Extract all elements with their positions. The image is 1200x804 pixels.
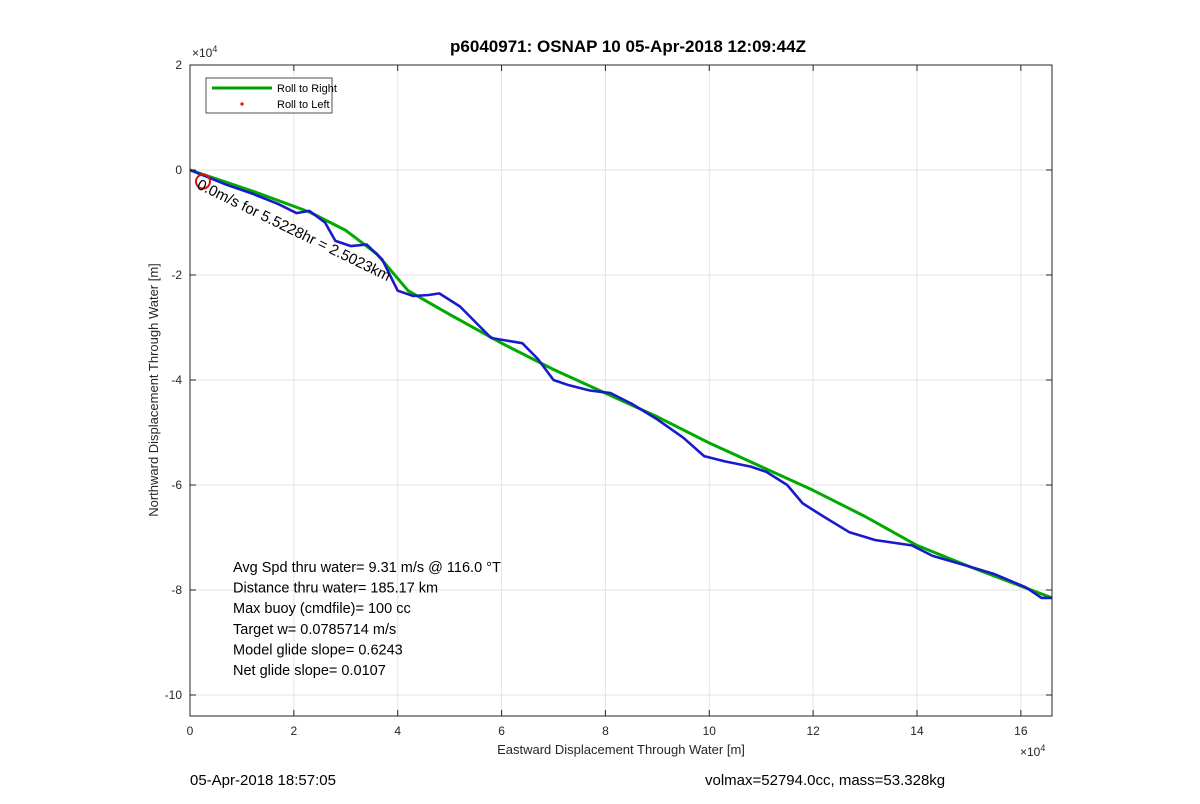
x-tick-label: 0 <box>187 724 194 738</box>
stats-line: Max buoy (cmdfile)= 100 cc <box>233 601 411 617</box>
x-tick-label: 14 <box>910 724 924 738</box>
y-exponent-label: ×104 <box>192 44 217 60</box>
y-tick-label: -6 <box>171 478 182 492</box>
axis-ticks: 0 2 4 6 8 10 12 14 16 2 0 -2 -4 -6 -8 -10 <box>165 58 1052 738</box>
start-marker-layer <box>194 173 211 190</box>
chart-title: p6040971: OSNAP 10 05-Apr-2018 12:09:44Z <box>450 37 806 56</box>
start-circle-marker <box>194 173 211 190</box>
y-tick-label: 2 <box>175 58 182 72</box>
x-tick-label: 16 <box>1014 724 1028 738</box>
y-axis-label: Northward Displacement Through Water [m] <box>146 263 161 517</box>
y-tick-label: -4 <box>171 373 182 387</box>
stats-line: Model glide slope= 0.6243 <box>233 642 403 658</box>
x-tick-label: 4 <box>394 724 401 738</box>
footer-timestamp: 05-Apr-2018 18:57:05 <box>190 772 336 789</box>
plot-frame <box>189 64 1053 717</box>
x-tick-label: 2 <box>291 724 298 738</box>
x-tick-label: 8 <box>602 724 609 738</box>
legend: Roll to Right Roll to Left <box>205 77 337 114</box>
x-tick-label: 12 <box>806 724 820 738</box>
footer-volmax-mass: volmax=52794.0cc, mass=53.328kg <box>705 772 946 789</box>
grid-lines <box>190 64 1052 716</box>
legend-label-roll-right: Roll to Right <box>277 83 337 95</box>
y-tick-label: 0 <box>175 163 182 177</box>
x-tick-label: 10 <box>703 724 717 738</box>
x-exponent-label: ×104 <box>1020 743 1045 759</box>
series-line-1 <box>189 168 1052 600</box>
stats-line: Net glide slope= 0.0107 <box>233 663 386 679</box>
x-axis-label: Eastward Displacement Through Water [m] <box>497 742 745 757</box>
y-tick-label: -8 <box>171 583 182 597</box>
stats-annotation: Avg Spd thru water= 9.31 m/s @ 116.0 °T D… <box>233 560 501 679</box>
legend-box <box>205 77 333 114</box>
x-tick-label: 6 <box>498 724 505 738</box>
stats-line: Distance thru water= 185.17 km <box>233 581 438 597</box>
stats-line: Avg Spd thru water= 9.31 m/s @ 116.0 °T <box>233 560 501 576</box>
legend-label-roll-left: Roll to Left <box>277 99 330 111</box>
legend-swatch-roll-left <box>240 102 244 106</box>
series-layer <box>189 168 1053 600</box>
y-tick-label: -10 <box>165 688 183 702</box>
y-tick-label: -2 <box>171 268 182 282</box>
stats-line: Target w= 0.0785714 m/s <box>233 622 396 638</box>
